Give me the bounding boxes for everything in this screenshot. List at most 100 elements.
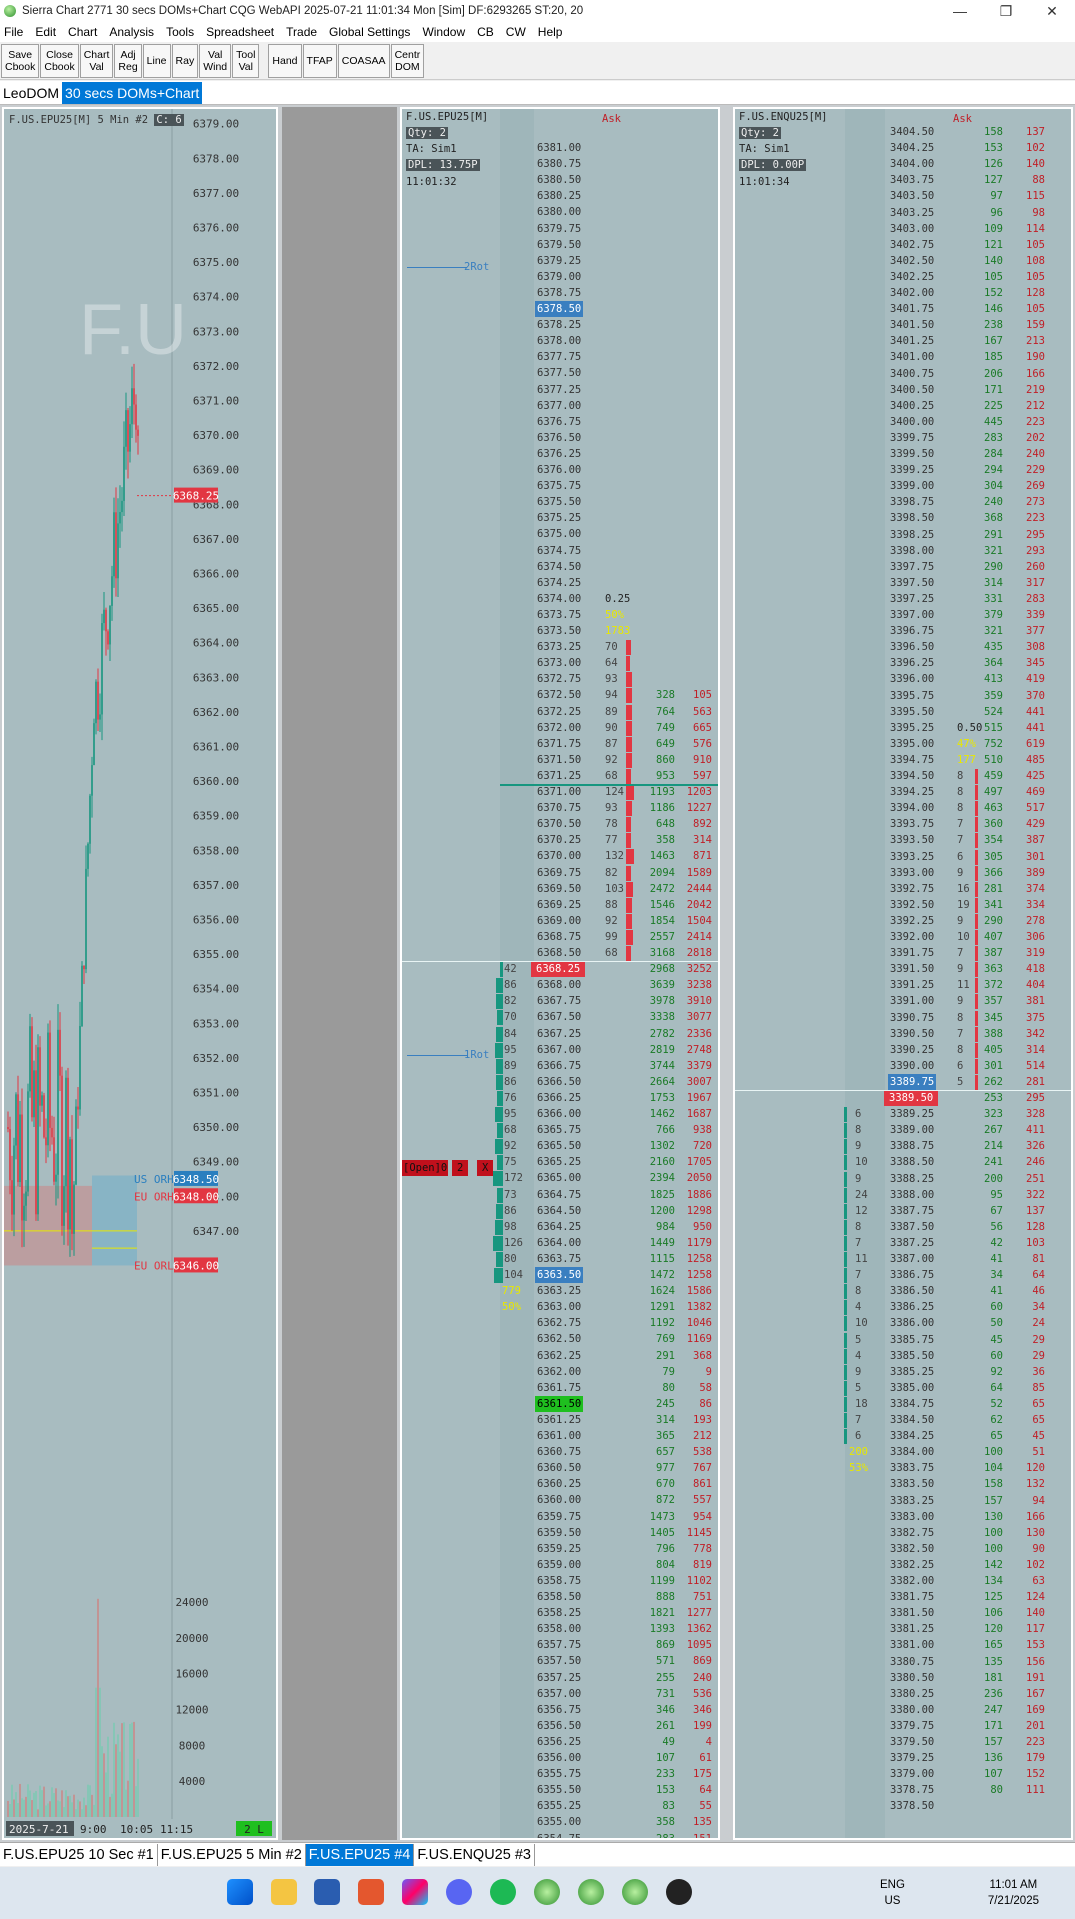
menu-spreadsheet[interactable]: Spreadsheet (206, 25, 275, 39)
price-level[interactable]: 3396.25 (890, 657, 935, 670)
price-level[interactable]: 3401.75 (890, 303, 935, 316)
price-level[interactable]: 6369.00 (537, 914, 582, 927)
menu-tools[interactable]: Tools (166, 25, 195, 39)
bid-size[interactable]: 7 (855, 1269, 862, 1282)
price-level[interactable]: 6374.25 (537, 576, 582, 589)
price-level[interactable]: 3395.50 (890, 705, 935, 718)
toolbar-button-val-wind[interactable]: Val Wind (199, 43, 232, 78)
price-level[interactable]: 6371.25 (537, 769, 582, 782)
sierra-chart-icon-3[interactable] (622, 1879, 648, 1905)
price-level[interactable]: 6364.25 (537, 1220, 582, 1233)
price-level[interactable]: 6365.25 (537, 1156, 582, 1169)
price-level[interactable]: 3404.25 (890, 142, 935, 155)
toolbar-button-line[interactable]: Line (142, 43, 171, 78)
toolbar-button-centr-dom[interactable]: Centr DOM (390, 43, 425, 78)
price-level[interactable]: 6361.50 (535, 1395, 584, 1412)
price-level[interactable]: 3391.00 (890, 995, 935, 1008)
price-level[interactable]: 6368.25 (531, 961, 586, 978)
bid-size[interactable]: 18 (855, 1397, 868, 1410)
bid-size[interactable]: 89 (504, 1059, 517, 1072)
price-level[interactable]: 3385.25 (890, 1365, 935, 1378)
price-level[interactable]: 6374.50 (537, 560, 582, 573)
copilot-icon[interactable] (402, 1879, 428, 1905)
price-level[interactable]: 6376.50 (537, 431, 582, 444)
price-level[interactable]: 6376.25 (537, 447, 582, 460)
price-level[interactable]: 6358.00 (537, 1623, 582, 1636)
bid-size[interactable]: 6 (855, 1108, 862, 1121)
price-level[interactable]: 3384.75 (890, 1397, 935, 1410)
price-level[interactable]: 3382.25 (890, 1558, 935, 1571)
price-level[interactable]: 6355.75 (537, 1768, 582, 1781)
price-level[interactable]: 6363.75 (537, 1252, 582, 1265)
tab-0[interactable]: F.US.EPU25 10 Sec #1 (0, 1843, 158, 1866)
price-level[interactable]: 3387.25 (890, 1236, 935, 1249)
ask-size[interactable]: 87 (605, 737, 618, 750)
bid-size[interactable]: 24 (855, 1188, 868, 1201)
price-level[interactable]: 6376.75 (537, 415, 582, 428)
menu-analysis[interactable]: Analysis (109, 25, 155, 39)
price-level[interactable]: 6360.25 (537, 1478, 582, 1491)
brave-icon[interactable] (358, 1879, 384, 1905)
price-level[interactable]: 6359.00 (537, 1558, 582, 1571)
price-level[interactable]: 6365.75 (537, 1124, 582, 1137)
price-level[interactable]: 3386.25 (890, 1301, 935, 1314)
price-level[interactable]: 6373.75 (537, 608, 582, 621)
bid-size[interactable]: 8 (855, 1220, 862, 1233)
price-level[interactable]: 6368.50 (537, 947, 582, 959)
price-level[interactable]: 6375.25 (537, 512, 582, 525)
price-level[interactable]: 3403.25 (890, 206, 935, 219)
price-level[interactable]: 6377.50 (537, 367, 582, 380)
ask-size[interactable]: 64 (605, 657, 618, 670)
ask-size[interactable]: 6 (957, 1059, 964, 1072)
price-level[interactable]: 6355.25 (537, 1800, 582, 1813)
sierra-chart-icon[interactable] (534, 1879, 560, 1905)
price-level[interactable]: 3403.75 (890, 174, 935, 187)
ask-size[interactable]: 11 (957, 979, 970, 992)
price-level[interactable]: 3389.75 (888, 1073, 937, 1090)
price-level[interactable]: 6365.50 (537, 1140, 582, 1153)
price-level[interactable]: 6375.75 (537, 480, 582, 493)
menu-cw[interactable]: CW (505, 25, 526, 39)
price-level[interactable]: 3385.75 (890, 1333, 935, 1346)
restore-button[interactable]: ❐ (999, 3, 1013, 19)
bid-size[interactable]: 4 (855, 1301, 862, 1314)
price-level[interactable]: 3384.50 (890, 1414, 935, 1426)
price-level[interactable]: 3403.50 (890, 190, 935, 203)
price-level[interactable]: 6355.50 (537, 1784, 582, 1797)
price-level[interactable]: 3397.00 (890, 609, 935, 621)
price-level[interactable]: 3390.75 (890, 1011, 935, 1024)
bid-size[interactable]: 86 (504, 1075, 517, 1088)
ask-size[interactable]: 93 (605, 673, 618, 686)
ask-size[interactable]: 8 (957, 1011, 964, 1024)
price-level[interactable]: 3383.75 (890, 1462, 935, 1475)
spotify-icon[interactable] (490, 1879, 516, 1905)
clock[interactable]: 11:01 AM 7/21/2025 (988, 1877, 1039, 1909)
toolbar-button-tfap[interactable]: TFAP (302, 43, 337, 78)
menu-chart[interactable]: Chart (68, 25, 98, 39)
bid-size[interactable]: 9 (855, 1140, 862, 1153)
ask-size[interactable]: 70 (605, 641, 618, 654)
bid-size[interactable]: 70 (504, 1011, 517, 1024)
price-level[interactable]: 6365.00 (537, 1172, 582, 1185)
price-level[interactable]: 3385.50 (890, 1349, 935, 1362)
bid-size[interactable]: 80 (504, 1252, 517, 1265)
price-level[interactable]: 6357.50 (537, 1655, 582, 1668)
price-level[interactable]: 6379.50 (537, 238, 582, 251)
bid-size[interactable]: 84 (504, 1027, 517, 1040)
price-level[interactable]: 3391.75 (890, 947, 935, 960)
ask-size[interactable]: 82 (605, 866, 618, 879)
price-level[interactable]: 6378.00 (537, 335, 582, 348)
price-level[interactable]: 3383.50 (890, 1478, 935, 1491)
price-level[interactable]: 6355.00 (537, 1816, 582, 1829)
price-level[interactable]: 3379.75 (890, 1719, 935, 1732)
price-level[interactable]: 3398.50 (890, 512, 935, 525)
ask-size[interactable]: 92 (605, 753, 618, 766)
price-level[interactable]: 3391.25 (890, 979, 935, 992)
sierra-chart-icon-2[interactable] (578, 1879, 604, 1905)
price-level[interactable]: 3396.50 (890, 641, 935, 654)
price-level[interactable]: 6362.25 (537, 1349, 582, 1362)
price-level[interactable]: 3380.75 (890, 1655, 935, 1668)
price-level[interactable]: 6378.25 (537, 319, 582, 332)
price-level[interactable]: 6359.25 (537, 1542, 582, 1555)
price-level[interactable]: 6370.00 (537, 850, 582, 863)
